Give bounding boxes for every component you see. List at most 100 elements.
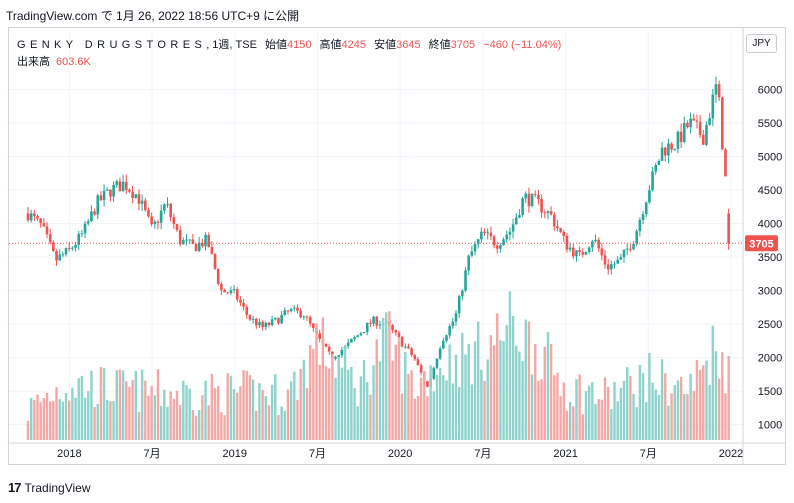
- volume-bar: [90, 370, 93, 440]
- candle-body: [273, 317, 277, 320]
- candle-body: [530, 193, 534, 207]
- volume-bar: [39, 402, 42, 440]
- currency-button[interactable]: JPY: [746, 34, 777, 53]
- candle-body: [318, 333, 321, 339]
- volume-bar: [457, 387, 461, 440]
- candle-body: [464, 270, 467, 291]
- candle-body: [480, 231, 483, 240]
- candle-body: [524, 193, 528, 199]
- volume-bar: [584, 391, 588, 440]
- ohlc-header: GENKY DRUGSTORES, 1週, TSE 始値4150 高値4245 …: [17, 36, 561, 52]
- candle-body: [48, 234, 52, 243]
- candle-body: [71, 247, 74, 249]
- candle-body: [245, 306, 249, 315]
- candle-body: [432, 367, 436, 379]
- candle-body: [166, 203, 169, 205]
- volume-bar: [223, 415, 226, 440]
- candle-body: [499, 245, 502, 249]
- volume-bar: [635, 407, 638, 440]
- volume-bar: [229, 376, 233, 440]
- volume-bar: [68, 400, 71, 440]
- volume-bar: [372, 365, 375, 440]
- candle-body: [239, 299, 242, 303]
- x-tick-label: 7月: [640, 448, 657, 460]
- volume-bar: [308, 345, 312, 440]
- volume-bar: [296, 399, 299, 440]
- candle-body: [188, 239, 191, 241]
- volume-bar: [182, 380, 185, 440]
- volume-bar: [708, 384, 711, 440]
- candle-body: [552, 214, 556, 227]
- candle-body: [55, 251, 58, 261]
- volume-bar: [727, 356, 730, 440]
- volume-bar: [359, 376, 363, 440]
- volume-bar: [226, 373, 229, 440]
- volume-bar: [61, 401, 65, 440]
- volume-bar: [283, 410, 287, 440]
- volume-bar: [109, 401, 112, 440]
- volume-bar: [366, 382, 369, 440]
- candle-body: [397, 332, 401, 337]
- volume-bar: [464, 354, 467, 440]
- volume-bar: [347, 369, 350, 440]
- candle-body: [254, 318, 258, 326]
- candle-body: [438, 348, 442, 359]
- candle-body: [33, 213, 36, 217]
- candle-body: [648, 190, 651, 203]
- candle-body: [556, 226, 559, 229]
- volume-bar: [87, 391, 90, 440]
- candle-body: [121, 181, 125, 192]
- volume-bar: [52, 401, 55, 440]
- candle-body: [147, 210, 150, 217]
- volume-bar: [318, 364, 321, 440]
- volume-bar: [150, 385, 153, 440]
- volume-bar: [714, 351, 718, 440]
- volume-bar: [144, 380, 147, 440]
- high-label: 高値: [319, 39, 342, 51]
- x-tick-label: 7月: [309, 448, 326, 460]
- candle-body: [134, 194, 138, 198]
- candle-body: [153, 221, 157, 225]
- candle-body: [350, 339, 353, 343]
- volume-bar: [80, 375, 84, 440]
- volume-bar: [511, 315, 515, 440]
- volume-bar: [166, 406, 169, 440]
- volume-bar: [559, 396, 562, 440]
- candle-body: [58, 254, 62, 261]
- candle-body: [324, 343, 328, 347]
- volume-bar: [293, 371, 296, 440]
- candle-body: [80, 233, 84, 235]
- volume-bar: [689, 373, 692, 440]
- volume-bar: [71, 387, 74, 440]
- volume-bar: [217, 386, 220, 440]
- volume-bar: [679, 376, 683, 440]
- volume-bar: [489, 335, 493, 440]
- volume-bar: [724, 393, 727, 440]
- candle-body: [692, 118, 696, 121]
- candle-body: [714, 84, 718, 95]
- volume-bar: [546, 332, 550, 440]
- volume-bar: [204, 380, 207, 440]
- candle-body: [83, 223, 87, 234]
- close-label: 終値: [428, 39, 451, 51]
- volume-bar: [315, 323, 318, 440]
- volume-bar: [686, 394, 689, 440]
- candle-body: [293, 307, 296, 309]
- volume-bar: [321, 317, 325, 440]
- candle-body: [594, 239, 597, 242]
- volume-bar: [432, 391, 436, 440]
- candle-body: [682, 122, 686, 143]
- tradingview-logo-icon: 17: [8, 480, 22, 495]
- candle-body: [619, 257, 623, 260]
- volume-bar: [245, 370, 248, 440]
- candle-body: [717, 84, 721, 98]
- candle-body: [470, 251, 474, 256]
- candle-body: [600, 248, 604, 256]
- volume-bar: [594, 404, 597, 440]
- volume-bar: [508, 291, 512, 440]
- volume-bar: [505, 325, 508, 440]
- candle-body: [29, 213, 33, 221]
- candle-body: [118, 181, 122, 192]
- volume-bar: [492, 345, 496, 440]
